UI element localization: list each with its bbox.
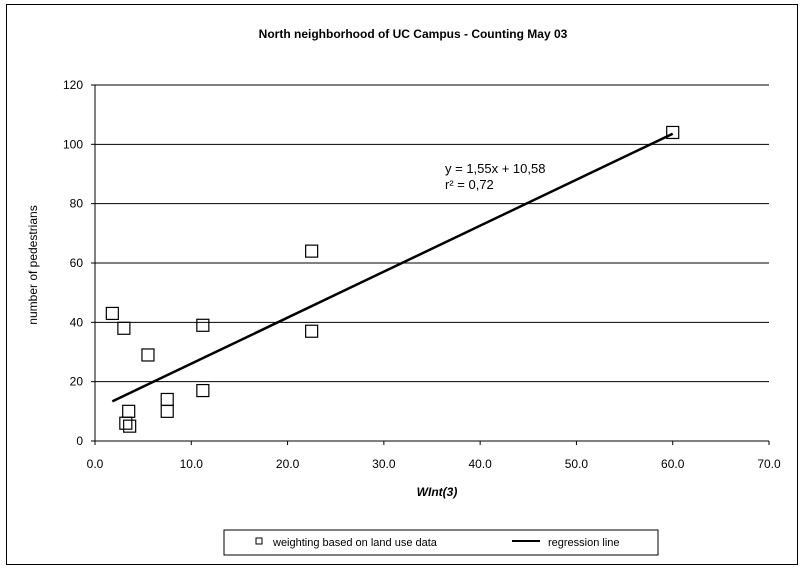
data-point [160,392,174,407]
legend-square-marker-icon [255,537,263,545]
x-axis-label: WInt(3) [417,485,458,499]
legend: weighting based on land use data regress… [223,529,659,556]
x-tick-labels: 0.0 10.0 20.0 30.0 40.0 50.0 60.0 70.0 [87,441,781,471]
x-tick-label: 50.0 [565,457,589,471]
y-tick-label: 100 [63,137,83,151]
data-point [196,318,210,332]
data-point [160,404,174,418]
x-tick-label: 0.0 [87,457,104,471]
data-point [122,404,136,418]
x-tick-label: 60.0 [661,457,685,471]
x-tick-label: 20.0 [276,457,300,471]
x-tick-label: 70.0 [757,457,781,471]
y-axis-label: number of pedestrians [26,205,40,324]
legend-label-points: weighting based on land use data [272,537,438,549]
data-point [141,348,155,362]
y-tick-label: 40 [70,315,84,329]
chart-frame [6,4,798,565]
legend-label-line: regression line [548,537,620,549]
x-tick-label: 30.0 [372,457,396,471]
data-point [196,383,210,398]
data-point [666,125,680,140]
y-tick-label: 120 [63,78,83,92]
data-point [105,306,119,321]
regression-equation: y = 1,55x + 10,58 [445,161,545,176]
y-tick-label: 0 [76,434,83,448]
y-tick-label: 60 [70,256,84,270]
legend-box [223,529,659,556]
y-tick-label: 80 [70,197,84,211]
regression-line-group [111,132,674,403]
data-point [123,419,137,433]
x-tick-label: 10.0 [180,457,204,471]
y-tick-labels: 0 20 40 60 80 100 120 [63,78,95,448]
regression-line [111,132,674,403]
data-point [305,324,319,338]
x-tick-label: 40.0 [468,457,492,471]
y-tick-label: 20 [70,375,84,389]
data-points [105,125,680,433]
gridlines [95,84,769,383]
chart-title: North neighborhood of UC Campus - Counti… [259,27,568,41]
data-point [305,244,319,258]
data-point [117,321,131,335]
regression-r2: r² = 0,72 [445,177,494,192]
